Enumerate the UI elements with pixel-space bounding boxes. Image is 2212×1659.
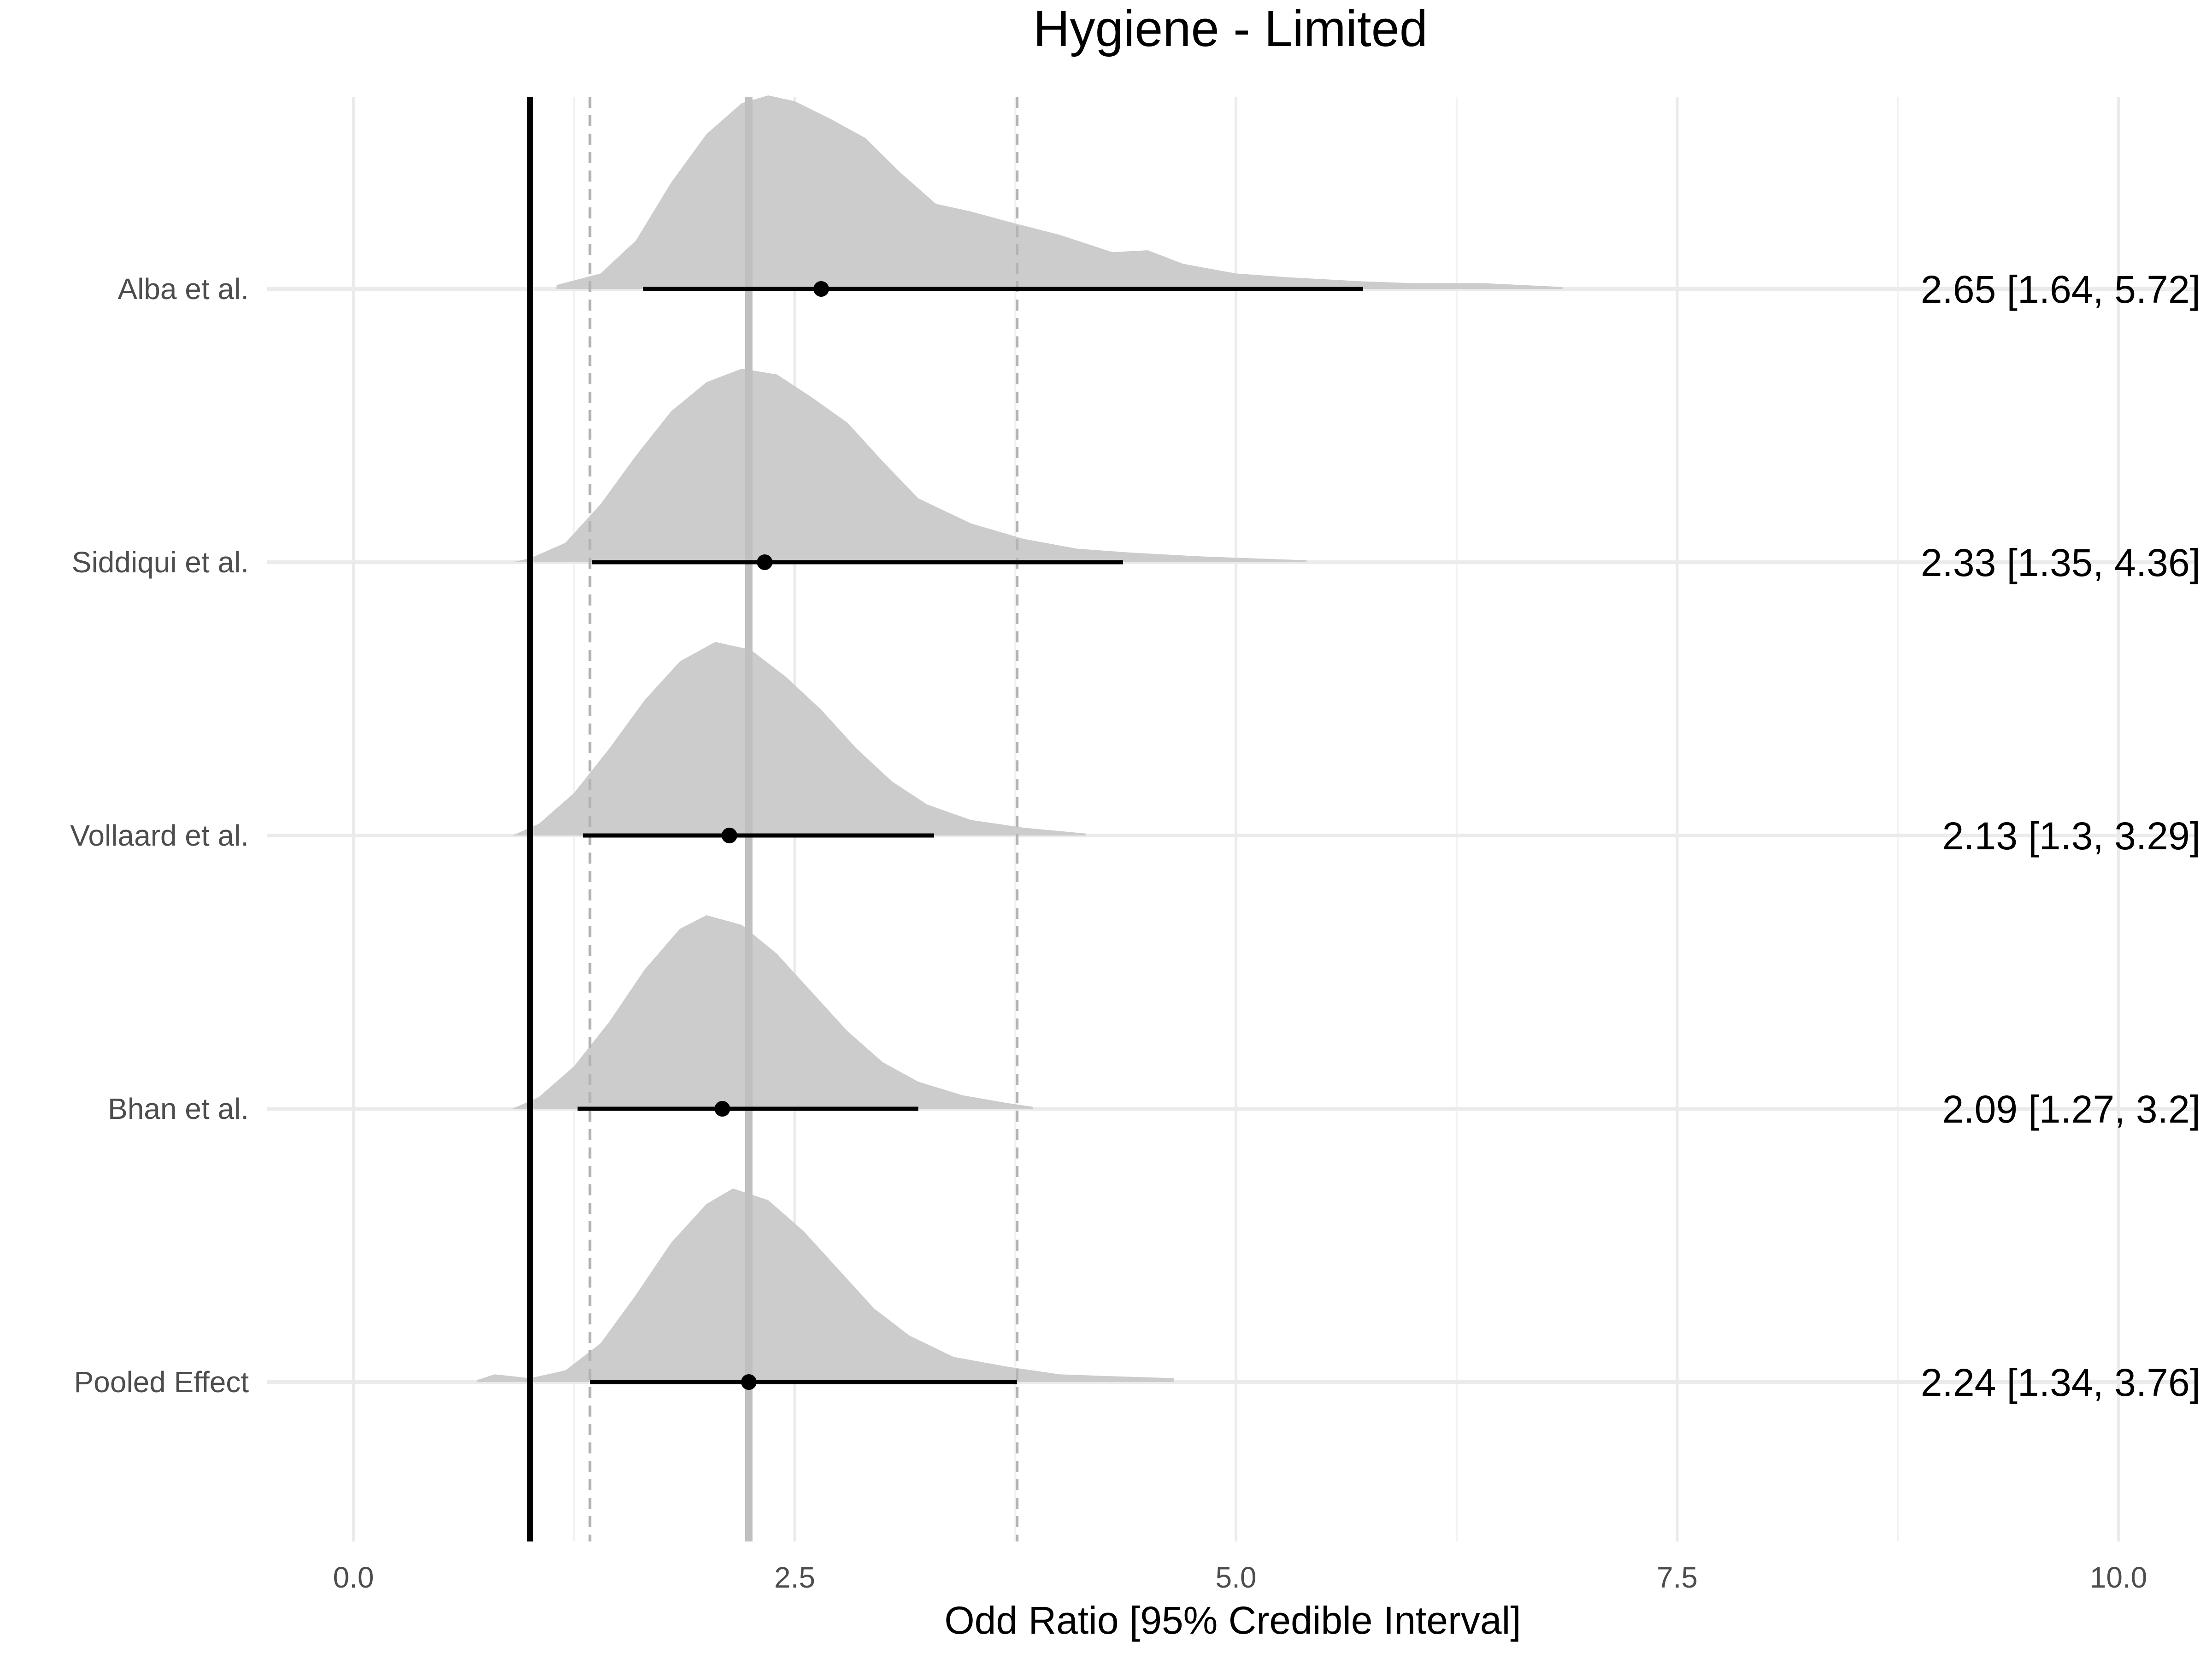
credible-intervals — [577, 281, 1363, 1390]
estimate-labels: 2.65 [1.64, 5.72] 2.33 [1.35, 4.36] 2.13 [… — [1921, 268, 2200, 1404]
chart-title: Hygiene - Limited — [1033, 0, 1428, 57]
density-ridge-4 — [477, 1188, 1174, 1382]
point-estimate-1 — [757, 554, 773, 570]
y-axis-labels: Alba et al. Siddiqui et al. Vollaard et al… — [70, 272, 249, 1399]
study-label-3: Bhan et al. — [108, 1092, 249, 1125]
density-ridge-3 — [512, 915, 1033, 1109]
x-tick-label-1: 2.5 — [774, 1561, 815, 1594]
point-estimate-0 — [813, 281, 829, 297]
study-label-0: Alba et al. — [118, 272, 249, 306]
x-tick-label-3: 7.5 — [1657, 1561, 1698, 1594]
x-tick-label-0: 0.0 — [333, 1561, 374, 1594]
x-axis-ticks: 0.0 2.5 5.0 7.5 10.0 — [333, 1561, 2147, 1594]
x-axis-title: Odd Ratio [95% Credible Interval] — [944, 1599, 1521, 1642]
density-ridge-1 — [512, 369, 1307, 562]
study-label-2: Vollaard et al. — [70, 819, 249, 852]
study-label-4: Pooled Effect — [74, 1365, 249, 1399]
estimate-label-4: 2.24 [1.34, 3.76] — [1921, 1361, 2200, 1404]
estimate-label-0: 2.65 [1.64, 5.72] — [1921, 268, 2200, 311]
study-label-1: Siddiqui et al. — [72, 546, 249, 579]
estimate-label-1: 2.33 [1.35, 4.36] — [1921, 541, 2200, 584]
x-tick-label-4: 10.0 — [2090, 1561, 2147, 1594]
estimate-label-3: 2.09 [1.27, 3.2] — [1942, 1088, 2200, 1131]
density-ridges — [477, 95, 1563, 1382]
reference-lines — [527, 97, 1019, 1541]
estimate-label-2: 2.13 [1.3, 3.29] — [1942, 814, 2200, 858]
point-estimate-2 — [721, 828, 737, 843]
x-tick-label-2: 5.0 — [1216, 1561, 1257, 1594]
density-ridge-0 — [556, 95, 1563, 289]
density-ridge-2 — [512, 642, 1086, 835]
point-estimate-3 — [714, 1101, 730, 1117]
point-estimate-4 — [741, 1374, 757, 1390]
